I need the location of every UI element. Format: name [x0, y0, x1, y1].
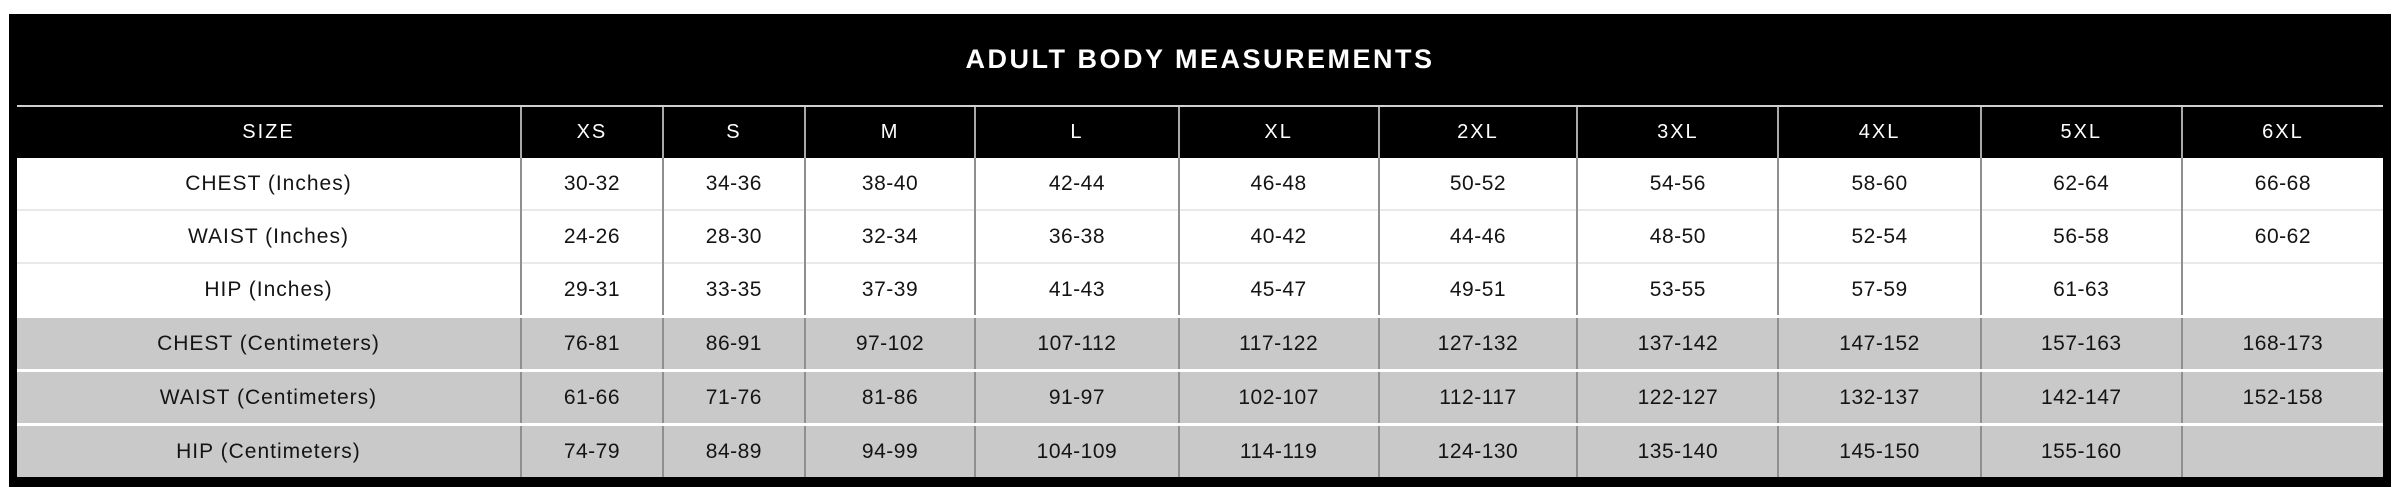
measurement-cell: 58-60 [1777, 158, 1981, 210]
column-header-xs: XS [519, 107, 663, 158]
measurement-cell: 30-32 [519, 158, 663, 210]
measurement-cell: 38-40 [803, 158, 976, 210]
measurement-cell: 42-44 [974, 158, 1179, 210]
measurement-cell: 49-51 [1377, 262, 1578, 317]
chart-title: ADULT BODY MEASUREMENTS [965, 44, 1435, 74]
column-header-xl: XL [1177, 107, 1379, 158]
column-header-s: S [661, 107, 805, 158]
measurement-cell: 74-79 [519, 423, 663, 477]
measurement-cell: 145-150 [1777, 423, 1981, 477]
measurement-cell: 127-132 [1377, 315, 1578, 371]
measurement-cell: 168-173 [2180, 315, 2383, 371]
column-header-2xl: 2XL [1377, 107, 1578, 158]
measurement-cell: 50-52 [1377, 158, 1578, 210]
column-header-6xl: 6XL [2180, 107, 2383, 158]
measurement-cell: 86-91 [661, 315, 805, 371]
measurement-cell: 71-76 [661, 369, 805, 425]
measurement-cell: 147-152 [1777, 315, 1981, 371]
column-header-size: SIZE [17, 107, 521, 158]
measurement-cell: 34-36 [661, 158, 805, 210]
measurement-cell: 135-140 [1576, 423, 1779, 477]
measurement-cell: 28-30 [661, 209, 805, 263]
measurement-cell: 137-142 [1576, 315, 1779, 371]
measurement-cell: 112-117 [1377, 369, 1578, 425]
measurement-cell: 48-50 [1576, 209, 1779, 263]
measurement-cell: 29-31 [519, 262, 663, 317]
measurement-cell: 97-102 [803, 315, 976, 371]
measurement-cell: 84-89 [661, 423, 805, 477]
measurement-cell: 41-43 [974, 262, 1179, 317]
measurement-cell: 91-97 [974, 369, 1179, 425]
measurement-cell [2180, 262, 2383, 317]
measurement-cell: 61-66 [519, 369, 663, 425]
row-label: WAIST (Centimeters) [17, 369, 521, 425]
measurement-cell: 132-137 [1777, 369, 1981, 425]
measurements-table: SIZE XS S M L XL 2XL 3XL 4XL 5XL 6XL CHEST (Inches… [17, 107, 2383, 477]
measurement-cell: 54-56 [1576, 158, 1779, 210]
measurement-cell: 124-130 [1377, 423, 1578, 477]
row-label: HIP (Centimeters) [17, 423, 521, 477]
measurement-cell: 44-46 [1377, 209, 1578, 263]
measurement-cell: 45-47 [1177, 262, 1379, 317]
table-row: HIP (Inches) 29-31 33-35 37-39 41-43 45-47 49-… [17, 262, 2383, 317]
table-row: WAIST (Inches) 24-26 28-30 32-34 36-38 40-42 4… [17, 209, 2383, 263]
measurement-cell: 104-109 [974, 423, 1179, 477]
measurement-cell: 46-48 [1177, 158, 1379, 210]
table-row: CHEST (Inches) 30-32 34-36 38-40 42-44 46-48 5… [17, 158, 2383, 210]
measurement-cell: 76-81 [519, 315, 663, 371]
measurement-cell: 52-54 [1777, 209, 1981, 263]
column-header-m: M [803, 107, 976, 158]
measurement-cell: 157-163 [1979, 315, 2182, 371]
measurement-cell: 33-35 [661, 262, 805, 317]
measurement-cell: 114-119 [1177, 423, 1379, 477]
measurement-cell: 62-64 [1979, 158, 2182, 210]
row-label: CHEST (Centimeters) [17, 315, 521, 371]
column-header-5xl: 5XL [1979, 107, 2182, 158]
measurement-cell: 24-26 [519, 209, 663, 263]
measurement-cell: 122-127 [1576, 369, 1779, 425]
size-chart-panel: ADULT BODY MEASUREMENTS SIZE XS S M L XL 2XL 3X… [9, 14, 2391, 487]
column-header-3xl: 3XL [1576, 107, 1779, 158]
measurement-cell: 117-122 [1177, 315, 1379, 371]
row-label: CHEST (Inches) [17, 158, 521, 210]
measurement-cell: 81-86 [803, 369, 976, 425]
measurement-cell: 40-42 [1177, 209, 1379, 263]
row-label: WAIST (Inches) [17, 209, 521, 263]
measurement-cell: 57-59 [1777, 262, 1981, 317]
table-row: CHEST (Centimeters) 76-81 86-91 97-102 107-1… [17, 315, 2383, 371]
measurement-cell: 102-107 [1177, 369, 1379, 425]
measurement-cell: 155-160 [1979, 423, 2182, 477]
table-row: WAIST (Centimeters) 61-66 71-76 81-86 91-97 1… [17, 369, 2383, 425]
row-label: HIP (Inches) [17, 262, 521, 317]
measurement-cell: 56-58 [1979, 209, 2182, 263]
table-header-row: SIZE XS S M L XL 2XL 3XL 4XL 5XL 6XL [17, 107, 2383, 158]
measurement-cell: 37-39 [803, 262, 976, 317]
column-header-4xl: 4XL [1777, 107, 1981, 158]
measurement-cell: 107-112 [974, 315, 1179, 371]
measurement-cell: 66-68 [2180, 158, 2383, 210]
table-row: HIP (Centimeters) 74-79 84-89 94-99 104-109 1… [17, 423, 2383, 477]
measurement-cell: 61-63 [1979, 262, 2182, 317]
chart-title-band: ADULT BODY MEASUREMENTS [17, 14, 2383, 107]
measurement-cell: 36-38 [974, 209, 1179, 263]
measurement-cell: 32-34 [803, 209, 976, 263]
measurement-cell [2180, 423, 2383, 477]
measurement-cell: 60-62 [2180, 209, 2383, 263]
measurement-cell: 142-147 [1979, 369, 2182, 425]
measurement-cell: 152-158 [2180, 369, 2383, 425]
column-header-l: L [974, 107, 1179, 158]
measurement-cell: 53-55 [1576, 262, 1779, 317]
measurement-cell: 94-99 [803, 423, 976, 477]
